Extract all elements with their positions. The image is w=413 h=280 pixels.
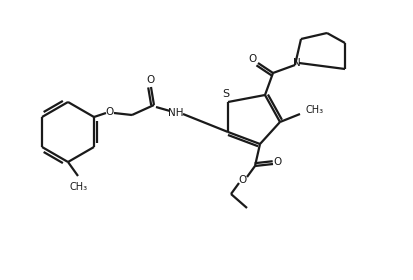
- Text: N: N: [292, 58, 300, 68]
- Text: CH₃: CH₃: [70, 182, 88, 192]
- Text: CH₃: CH₃: [305, 105, 323, 115]
- Text: O: O: [106, 107, 114, 117]
- Text: O: O: [248, 54, 256, 64]
- Text: O: O: [147, 75, 155, 85]
- Text: NH: NH: [168, 108, 183, 118]
- Text: O: O: [238, 175, 247, 185]
- Text: S: S: [222, 89, 229, 99]
- Text: O: O: [273, 157, 281, 167]
